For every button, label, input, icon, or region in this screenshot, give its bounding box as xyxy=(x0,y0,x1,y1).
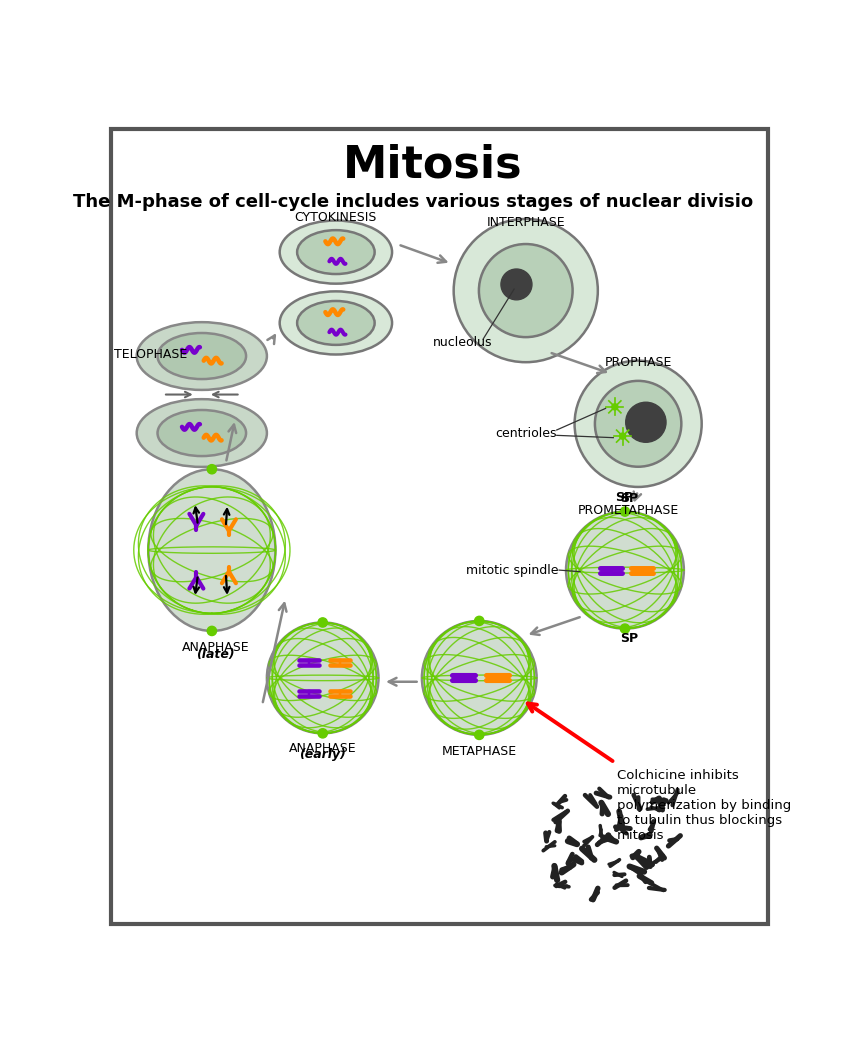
Ellipse shape xyxy=(297,301,375,345)
Ellipse shape xyxy=(148,469,275,630)
Circle shape xyxy=(474,730,484,740)
Circle shape xyxy=(620,624,630,634)
Circle shape xyxy=(318,618,328,627)
Circle shape xyxy=(612,404,618,410)
Circle shape xyxy=(318,728,328,738)
Circle shape xyxy=(267,622,378,734)
Text: The M-phase of cell-cycle includes various stages of nuclear divisio: The M-phase of cell-cycle includes vario… xyxy=(73,193,753,212)
Circle shape xyxy=(422,621,536,735)
Circle shape xyxy=(208,465,216,474)
Circle shape xyxy=(575,361,702,487)
Ellipse shape xyxy=(280,221,392,283)
Circle shape xyxy=(474,616,484,625)
Text: SP: SP xyxy=(620,492,638,505)
Ellipse shape xyxy=(297,230,375,274)
Circle shape xyxy=(454,219,598,363)
Circle shape xyxy=(625,402,666,442)
Circle shape xyxy=(479,244,572,338)
Text: nucleolus: nucleolus xyxy=(432,337,492,349)
Text: ANAPHASE: ANAPHASE xyxy=(289,742,357,755)
Circle shape xyxy=(619,433,625,439)
Circle shape xyxy=(208,626,216,636)
Text: mitotic spindle: mitotic spindle xyxy=(467,564,559,576)
Text: Colchicine inhibits
microtubule
polymerization by binding
to tubulin thus blocki: Colchicine inhibits microtubule polymeri… xyxy=(617,769,791,842)
Text: SP: SP xyxy=(615,491,633,503)
Text: PROMETAPHASE: PROMETAPHASE xyxy=(578,503,680,517)
Circle shape xyxy=(501,269,532,300)
Text: (late): (late) xyxy=(196,648,235,661)
Circle shape xyxy=(620,507,630,516)
Text: CYTOKINESIS: CYTOKINESIS xyxy=(294,210,377,224)
Text: INTERPHASE: INTERPHASE xyxy=(486,216,565,228)
Ellipse shape xyxy=(158,410,246,456)
Text: centrioles: centrioles xyxy=(495,426,557,440)
Text: METAPHASE: METAPHASE xyxy=(442,745,517,759)
Circle shape xyxy=(566,512,684,628)
Text: Mitosis: Mitosis xyxy=(343,144,523,187)
Text: PROPHASE: PROPHASE xyxy=(604,355,672,369)
Ellipse shape xyxy=(280,292,392,354)
Circle shape xyxy=(595,381,681,467)
Ellipse shape xyxy=(136,399,267,467)
Text: TELOPHASE: TELOPHASE xyxy=(114,348,187,361)
Text: SP: SP xyxy=(620,632,638,645)
Ellipse shape xyxy=(136,322,267,390)
Ellipse shape xyxy=(158,333,246,379)
Text: (early): (early) xyxy=(299,748,346,761)
Text: ANAPHASE: ANAPHASE xyxy=(182,642,250,654)
